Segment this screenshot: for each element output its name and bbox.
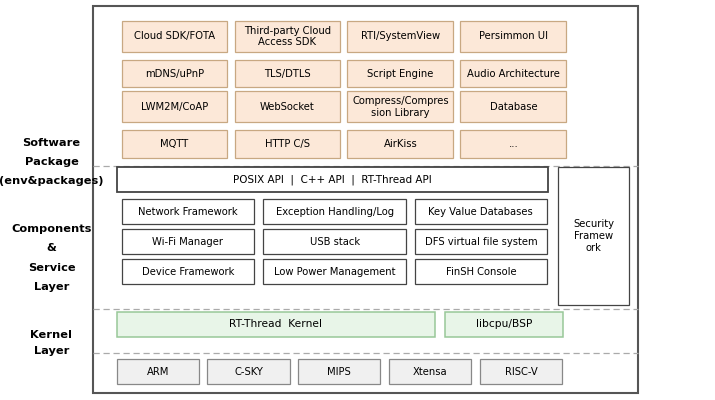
Text: MQTT: MQTT [160, 139, 189, 149]
Bar [122, 130, 227, 158]
Bar [122, 259, 254, 284]
Bar [235, 21, 340, 52]
Bar [207, 359, 290, 384]
Text: FinSH Console: FinSH Console [445, 267, 516, 277]
Text: Compress/Compres
sion Library: Compress/Compres sion Library [352, 96, 449, 118]
Text: Layer: Layer [34, 282, 69, 292]
Text: WebSocket: WebSocket [260, 102, 315, 112]
Text: &: & [46, 243, 56, 254]
Text: RTI/SystemView: RTI/SystemView [361, 31, 440, 41]
Text: C-SKY: C-SKY [234, 366, 263, 377]
Text: Audio Architecture: Audio Architecture [467, 68, 560, 78]
Text: USB stack: USB stack [310, 236, 360, 246]
Bar [415, 229, 547, 254]
Bar [347, 21, 453, 52]
Text: Third-party Cloud
Access SDK: Third-party Cloud Access SDK [244, 26, 331, 47]
Bar [235, 91, 340, 122]
Bar [347, 130, 453, 158]
Text: Persimmon UI: Persimmon UI [479, 31, 548, 41]
Text: RISC-V: RISC-V [505, 366, 537, 377]
Text: Cloud SDK/FOTA: Cloud SDK/FOTA [134, 31, 215, 41]
Text: RT-Thread  Kernel: RT-Thread Kernel [229, 319, 322, 330]
Text: ARM: ARM [147, 366, 169, 377]
Text: Network Framework: Network Framework [138, 207, 237, 217]
Bar [122, 91, 227, 122]
Text: Device Framework: Device Framework [142, 267, 234, 277]
Bar [460, 21, 566, 52]
Bar [117, 167, 548, 192]
Bar [415, 259, 547, 284]
Bar [263, 199, 406, 224]
Text: Script Engine: Script Engine [368, 68, 433, 78]
Bar [235, 130, 340, 158]
Text: Software: Software [22, 138, 81, 148]
Text: HTTP C/S: HTTP C/S [265, 139, 310, 149]
Text: MIPS: MIPS [327, 366, 351, 377]
Text: TLS/DTLS: TLS/DTLS [264, 68, 311, 78]
Text: Layer: Layer [34, 346, 69, 356]
Text: Key Value Databases: Key Value Databases [428, 207, 533, 217]
Bar [263, 259, 406, 284]
Bar [347, 60, 453, 87]
Text: Database: Database [490, 102, 537, 112]
Bar [122, 21, 227, 52]
Text: mDNS/uPnP: mDNS/uPnP [145, 68, 204, 78]
Bar [415, 199, 547, 224]
Text: Xtensa: Xtensa [413, 366, 448, 377]
Text: Security
Framew
ork: Security Framew ork [573, 219, 614, 253]
Text: Low Power Management: Low Power Management [274, 267, 395, 277]
Bar [389, 359, 471, 384]
Bar [263, 229, 406, 254]
Bar [558, 167, 629, 305]
Bar [117, 312, 435, 337]
Text: POSIX API  |  C++ API  |  RT-Thread API: POSIX API | C++ API | RT-Thread API [233, 174, 432, 185]
Bar [460, 60, 566, 87]
Text: (env&packages): (env&packages) [0, 176, 104, 186]
Text: LWM2M/CoAP: LWM2M/CoAP [141, 102, 208, 112]
Text: Components: Components [11, 224, 92, 234]
Bar [460, 91, 566, 122]
Text: Exception Handling/Log: Exception Handling/Log [275, 207, 394, 217]
Text: ...: ... [508, 139, 518, 149]
Bar [445, 312, 563, 337]
Text: Kernel: Kernel [31, 330, 72, 340]
Bar [122, 199, 254, 224]
Text: Package: Package [24, 157, 79, 167]
Text: AirKiss: AirKiss [383, 139, 418, 149]
Bar [235, 60, 340, 87]
Bar [117, 359, 199, 384]
Text: Service: Service [28, 263, 75, 273]
Bar [480, 359, 562, 384]
Bar [298, 359, 380, 384]
Bar [93, 6, 638, 393]
Text: libcpu/BSP: libcpu/BSP [475, 319, 532, 330]
Bar [122, 229, 254, 254]
Text: DFS virtual file system: DFS virtual file system [425, 236, 537, 246]
Bar [460, 130, 566, 158]
Bar [347, 91, 453, 122]
Text: Wi-Fi Manager: Wi-Fi Manager [152, 236, 223, 246]
Bar [122, 60, 227, 87]
